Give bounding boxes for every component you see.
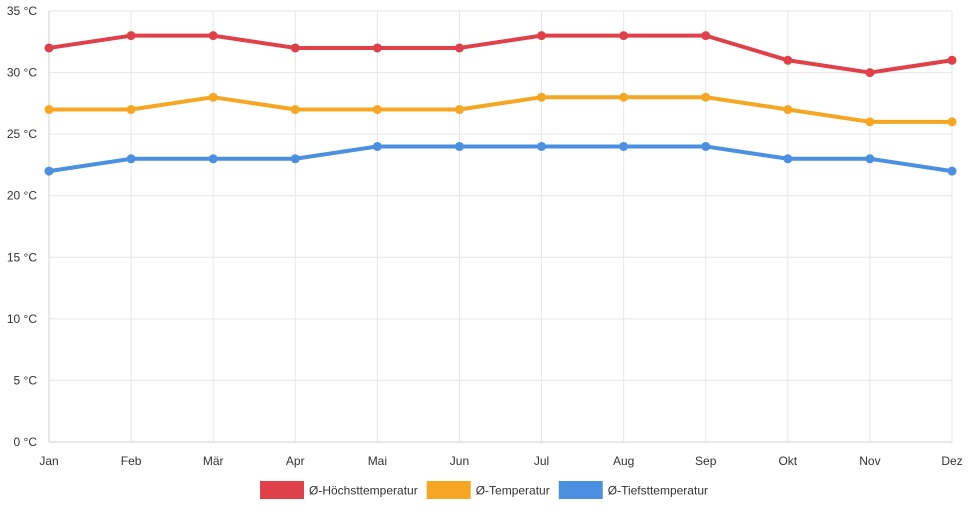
data-point-low[interactable] bbox=[372, 141, 382, 151]
series-line-mean bbox=[47, 95, 954, 124]
legend-label: Ø-Tiefsttemperatur bbox=[608, 484, 708, 498]
data-point-mean[interactable] bbox=[947, 117, 957, 127]
x-tick-label: Jun bbox=[450, 454, 469, 468]
y-tick-label: 15 °C bbox=[7, 250, 37, 264]
x-tick-label: Jul bbox=[534, 454, 549, 468]
data-point-mean[interactable] bbox=[701, 92, 711, 102]
data-point-high[interactable] bbox=[865, 68, 875, 78]
data-point-low[interactable] bbox=[454, 141, 464, 151]
legend-item-high[interactable]: Ø-Höchsttemperatur bbox=[260, 481, 418, 499]
x-tick-label: Dez bbox=[941, 454, 962, 468]
series-lines bbox=[44, 31, 957, 176]
data-point-high[interactable] bbox=[537, 31, 547, 41]
y-tick-label: 30 °C bbox=[7, 66, 37, 80]
data-point-high[interactable] bbox=[701, 31, 711, 41]
x-tick-label: Sep bbox=[695, 454, 717, 468]
x-tick-label: Feb bbox=[121, 454, 142, 468]
data-point-low[interactable] bbox=[44, 166, 54, 176]
y-tick-label: 35 °C bbox=[7, 4, 37, 18]
data-point-high[interactable] bbox=[290, 43, 300, 53]
data-point-high[interactable] bbox=[619, 31, 629, 41]
series-mean bbox=[44, 92, 957, 127]
data-point-high[interactable] bbox=[126, 31, 136, 41]
x-tick-label: Jan bbox=[39, 454, 58, 468]
y-tick-label: 10 °C bbox=[7, 312, 37, 326]
data-point-mean[interactable] bbox=[454, 105, 464, 115]
data-point-mean[interactable] bbox=[537, 92, 547, 102]
y-tick-label: 20 °C bbox=[7, 189, 37, 203]
legend-swatch bbox=[426, 481, 471, 499]
data-point-mean[interactable] bbox=[783, 105, 793, 115]
legend-item-mean[interactable]: Ø-Temperatur bbox=[426, 481, 550, 499]
x-tick-label: Aug bbox=[613, 454, 634, 468]
data-point-low[interactable] bbox=[701, 141, 711, 151]
x-tick-label: Okt bbox=[778, 454, 797, 468]
data-point-mean[interactable] bbox=[44, 105, 54, 115]
x-tick-label: Mai bbox=[368, 454, 387, 468]
data-point-low[interactable] bbox=[619, 141, 629, 151]
legend-swatch bbox=[260, 481, 305, 499]
data-point-low[interactable] bbox=[290, 154, 300, 164]
series-line-low bbox=[47, 144, 954, 174]
data-point-high[interactable] bbox=[44, 43, 54, 53]
data-point-low[interactable] bbox=[947, 166, 957, 176]
legend-label: Ø-Temperatur bbox=[476, 484, 550, 498]
x-tick-label: Apr bbox=[286, 454, 305, 468]
data-point-mean[interactable] bbox=[208, 92, 218, 102]
data-point-high[interactable] bbox=[208, 31, 218, 41]
data-point-high[interactable] bbox=[372, 43, 382, 53]
data-point-low[interactable] bbox=[126, 154, 136, 164]
legend-label: Ø-Höchsttemperatur bbox=[309, 484, 418, 498]
data-point-high[interactable] bbox=[947, 55, 957, 65]
series-low bbox=[44, 141, 957, 176]
data-point-mean[interactable] bbox=[126, 105, 136, 115]
y-tick-label: 5 °C bbox=[14, 373, 38, 387]
data-point-mean[interactable] bbox=[619, 92, 629, 102]
legend-swatch bbox=[558, 481, 603, 499]
data-point-mean[interactable] bbox=[865, 117, 875, 127]
series-high bbox=[44, 31, 957, 78]
y-tick-label: 0 °C bbox=[14, 435, 38, 449]
legend-item-low[interactable]: Ø-Tiefsttemperatur bbox=[558, 481, 708, 499]
data-point-mean[interactable] bbox=[372, 105, 382, 115]
data-point-low[interactable] bbox=[865, 154, 875, 164]
y-tick-label: 25 °C bbox=[7, 127, 37, 141]
x-tick-label: Mär bbox=[203, 454, 224, 468]
axes: 0 °C 5 °C 10 °C 15 °C 20 °C 25 °C 30 °C 35 °C Ja… bbox=[7, 4, 963, 468]
data-point-high[interactable] bbox=[454, 43, 464, 53]
legend: Ø-Höchsttemperatur Ø-Temperatur Ø-Tiefstte… bbox=[260, 481, 708, 499]
data-point-high[interactable] bbox=[783, 55, 793, 65]
data-point-low[interactable] bbox=[208, 154, 218, 164]
data-point-low[interactable] bbox=[783, 154, 793, 164]
grid bbox=[48, 10, 953, 443]
data-point-low[interactable] bbox=[537, 141, 547, 151]
series-line-high bbox=[47, 33, 954, 75]
data-point-mean[interactable] bbox=[290, 105, 300, 115]
x-tick-label: Nov bbox=[859, 454, 880, 468]
